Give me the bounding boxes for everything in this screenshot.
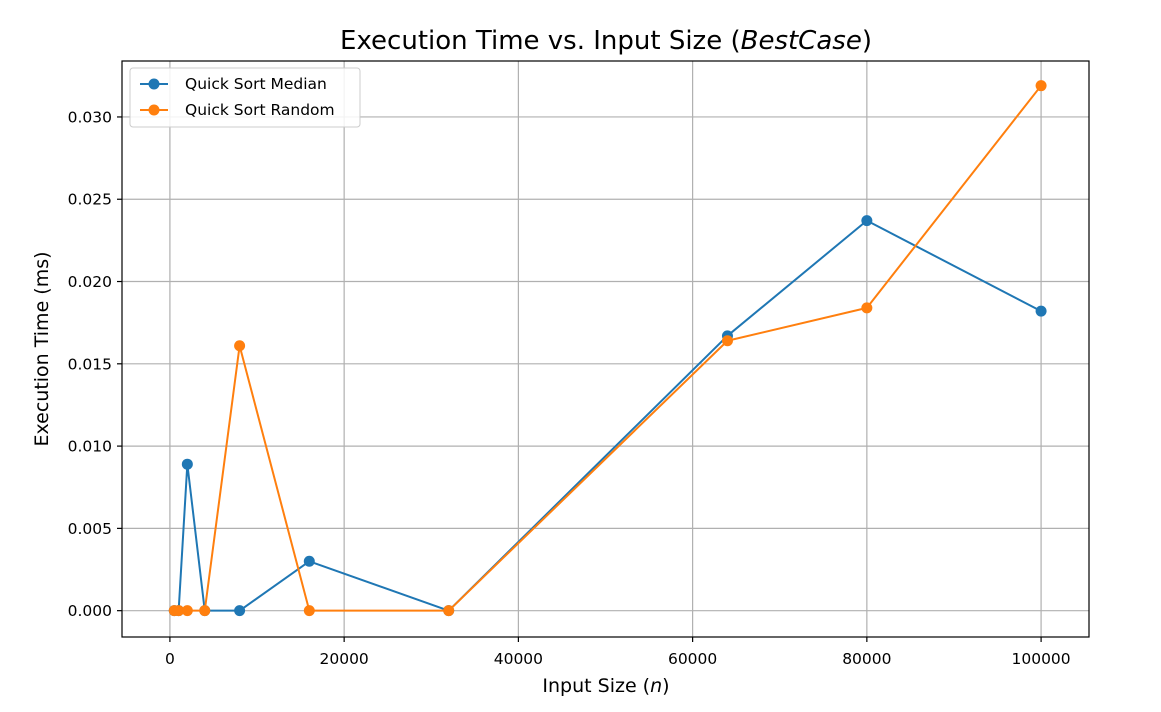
data-point [861,302,873,314]
data-point [1035,80,1047,92]
data-point [234,605,246,617]
data-point [443,605,455,617]
series-line-quick-sort-median [174,219,1042,612]
data-point [303,605,315,617]
data-point [181,458,193,470]
legend: Quick Sort Median Quick Sort Random [129,67,361,128]
x-tick-label: 100000 [1011,650,1070,668]
x-tick-label: 0 [165,650,175,668]
data-point [303,555,315,567]
data-point [181,605,193,617]
data-point [1035,305,1047,317]
y-tick-label: 0.025 [68,191,112,209]
y-axis-label: Execution Time (ms) [31,251,53,446]
x-tick-label: 40000 [494,650,543,668]
y-tick-label: 0.030 [68,108,112,126]
legend-marker-quick-sort-random [148,104,160,116]
series-layer [168,80,1047,617]
x-tick-label: 80000 [842,650,891,668]
series-quick-sort-random [168,80,1047,617]
x-tick-label: 60000 [668,650,717,668]
legend-marker-quick-sort-median [148,78,160,90]
data-point [173,605,185,617]
y-tick-label: 0.015 [68,355,112,373]
legend-label-quick-sort-random: Quick Sort Random [185,101,335,119]
y-tick-label: 0.005 [68,520,112,538]
plot-frame [121,60,1090,638]
x-axis-label: Input Size (n) [542,675,669,697]
y-tick-label: 0.000 [68,602,112,620]
data-point [199,605,211,617]
y-tick-label: 0.010 [68,438,112,456]
y-tick-label: 0.020 [68,273,112,291]
legend-label-quick-sort-median: Quick Sort Median [185,75,327,93]
legend-box [129,67,361,128]
grid [122,61,1089,637]
chart-title: Execution Time vs. Input Size (BestCase) [340,26,872,56]
axis-ticks: 0 20000 40000 60000 80000 100000 0.000 0.005 0.0… [68,108,1071,668]
x-tick-label: 20000 [319,650,368,668]
data-point [234,340,246,352]
data-point [861,215,873,227]
data-point [721,335,733,347]
